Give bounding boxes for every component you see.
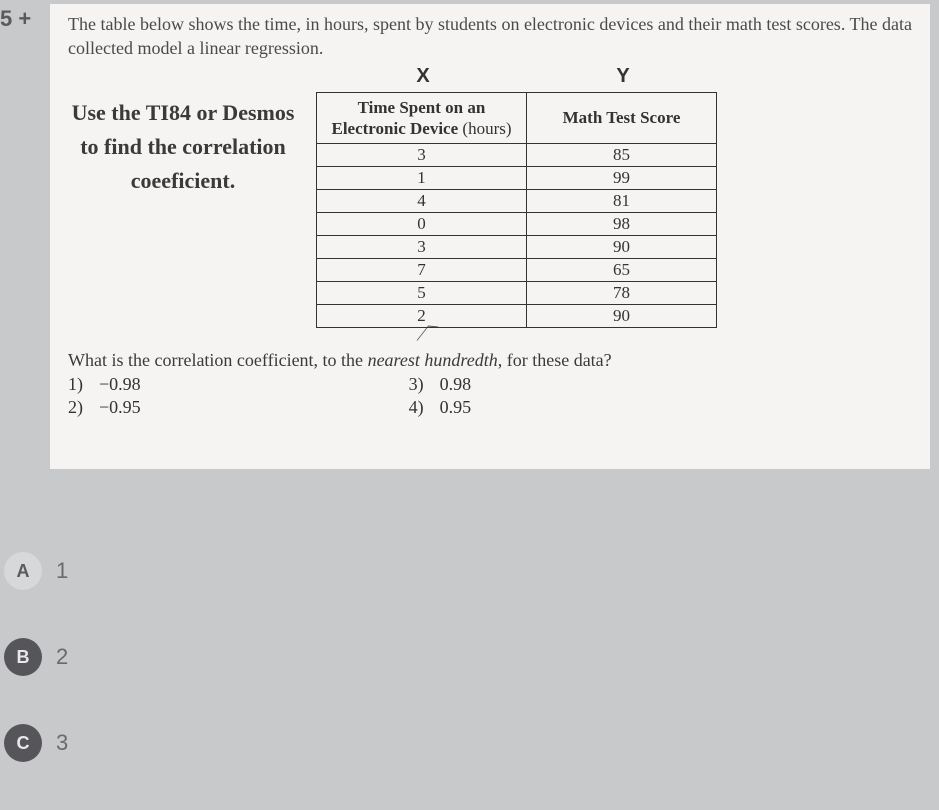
prompt-em: nearest hundredth bbox=[368, 350, 498, 370]
cell-y: 65 bbox=[527, 259, 717, 282]
cell-y: 90 bbox=[527, 236, 717, 259]
table-row: 199 bbox=[317, 167, 717, 190]
cell-y: 90 bbox=[527, 305, 717, 328]
prompt-b: , for these data? bbox=[498, 350, 612, 370]
question-intro: The table below shows the time, in hours… bbox=[68, 12, 912, 61]
option-val: −0.95 bbox=[99, 396, 149, 419]
answer-c[interactable]: C 3 bbox=[4, 724, 68, 762]
header-x-line2b: (hours) bbox=[462, 119, 511, 138]
answer-circle-c[interactable]: C bbox=[4, 724, 42, 762]
xy-labels: X Y bbox=[318, 65, 912, 88]
option-val: 0.98 bbox=[440, 373, 480, 396]
cell-x: 3 bbox=[317, 144, 527, 167]
answer-a[interactable]: A 1 bbox=[4, 552, 68, 590]
answer-b[interactable]: B 2 bbox=[4, 638, 68, 676]
option-row: 2)−0.95 bbox=[68, 396, 149, 419]
prompt-text: What is the correlation coefficient, to … bbox=[68, 350, 912, 371]
cell-x: 1 bbox=[317, 167, 527, 190]
table-row: 385 bbox=[317, 144, 717, 167]
table-row: 098 bbox=[317, 213, 717, 236]
table-header-row: Time Spent on an Electronic Device (hour… bbox=[317, 92, 717, 144]
option-num: 4) bbox=[409, 396, 440, 419]
cell-y: 78 bbox=[527, 282, 717, 305]
header-x-line1: Time Spent on an bbox=[358, 98, 486, 117]
cell-x: 5 bbox=[317, 282, 527, 305]
options-right: 3)0.98 4)0.95 bbox=[409, 373, 480, 419]
prompt-a: What is the correlation coefficient, to … bbox=[68, 350, 368, 370]
x-label: X bbox=[318, 65, 528, 88]
data-table: Time Spent on an Electronic Device (hour… bbox=[316, 92, 717, 329]
table-row: 578 bbox=[317, 282, 717, 305]
options-left: 1)−0.98 2)−0.95 bbox=[68, 373, 149, 419]
inline-options: 1)−0.98 2)−0.95 3)0.98 4)0.95 bbox=[68, 373, 912, 419]
option-row: 3)0.98 bbox=[409, 373, 480, 396]
cell-x: 3 bbox=[317, 236, 527, 259]
option-num: 3) bbox=[409, 373, 440, 396]
header-x: Time Spent on an Electronic Device (hour… bbox=[317, 92, 527, 144]
table-row: 390 bbox=[317, 236, 717, 259]
question-card: The table below shows the time, in hours… bbox=[50, 4, 930, 469]
answer-circle-a[interactable]: A bbox=[4, 552, 42, 590]
cell-y: 81 bbox=[527, 190, 717, 213]
header-x-line2a: Electronic Device bbox=[331, 119, 458, 138]
answer-label-b: 2 bbox=[56, 644, 68, 670]
cell-x: 4 bbox=[317, 190, 527, 213]
header-y: Math Test Score bbox=[527, 92, 717, 144]
option-row: 4)0.95 bbox=[409, 396, 480, 419]
cell-x: 7 bbox=[317, 259, 527, 282]
instruction-text: Use the TI84 or Desmos to find the corre… bbox=[68, 92, 298, 198]
question-number: 5 + bbox=[0, 6, 31, 32]
table-row: 290 bbox=[317, 305, 717, 328]
answer-choices: A 1 B 2 C 3 bbox=[4, 552, 68, 810]
mid-row: Use the TI84 or Desmos to find the corre… bbox=[68, 92, 912, 329]
cell-x: 2 bbox=[317, 305, 527, 328]
option-row: 1)−0.98 bbox=[68, 373, 149, 396]
table-row: 481 bbox=[317, 190, 717, 213]
option-val: −0.98 bbox=[99, 373, 149, 396]
answer-label-a: 1 bbox=[56, 558, 68, 584]
cell-y: 85 bbox=[527, 144, 717, 167]
option-val: 0.95 bbox=[440, 396, 480, 419]
cell-y: 98 bbox=[527, 213, 717, 236]
cell-y: 99 bbox=[527, 167, 717, 190]
cell-x: 0 bbox=[317, 213, 527, 236]
y-label: Y bbox=[528, 65, 718, 88]
answer-label-c: 3 bbox=[56, 730, 68, 756]
option-num: 2) bbox=[68, 396, 99, 419]
table-row: 765 bbox=[317, 259, 717, 282]
answer-circle-b[interactable]: B bbox=[4, 638, 42, 676]
option-num: 1) bbox=[68, 373, 99, 396]
